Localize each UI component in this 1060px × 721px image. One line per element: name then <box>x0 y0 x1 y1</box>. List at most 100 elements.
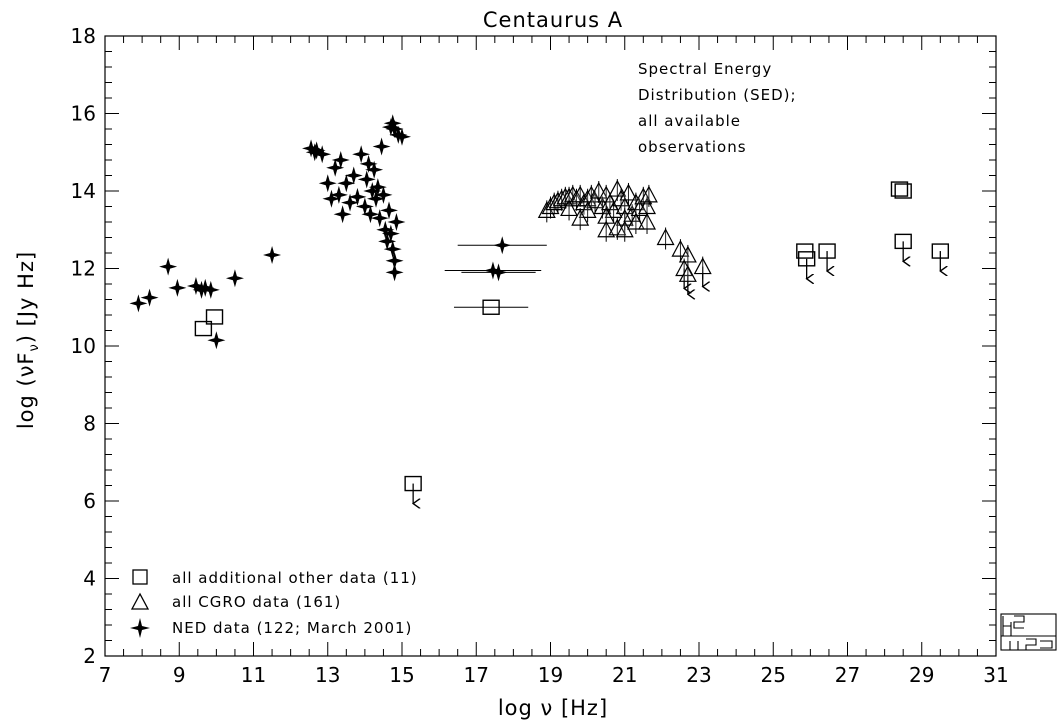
y-tick-label: 6 <box>83 489 96 513</box>
square-marker <box>205 309 224 325</box>
star-marker <box>201 280 220 299</box>
x-tick-label: 17 <box>464 663 489 687</box>
star-marker <box>329 185 348 204</box>
series-ned-data <box>129 114 547 350</box>
star-marker <box>305 143 324 162</box>
star-marker <box>333 205 352 224</box>
square-marker <box>931 243 950 259</box>
triangle-marker <box>615 220 634 238</box>
axis-ticks <box>104 35 997 657</box>
series-cgro-data <box>537 179 712 294</box>
star-marker <box>326 158 345 177</box>
x-tick-label: 9 <box>173 663 186 687</box>
square-marker <box>482 299 500 315</box>
x-tick-label: 15 <box>389 663 414 687</box>
star-marker <box>344 166 363 185</box>
square-marker <box>890 181 909 197</box>
annotation-line-3: all available <box>638 112 741 130</box>
triangle-marker <box>638 212 657 230</box>
star-marker <box>363 182 382 200</box>
star-marker <box>370 209 389 228</box>
star-marker <box>380 201 399 220</box>
plot-frame <box>104 35 997 657</box>
annotation-line-4: observations <box>638 138 747 156</box>
y-tick-labels: 2 4 6 8 10 12 14 16 18 <box>71 24 96 668</box>
star-marker <box>263 245 282 264</box>
star-marker <box>489 263 508 282</box>
star-marker <box>368 178 387 197</box>
triangle-marker <box>571 208 590 226</box>
star-marker <box>365 160 384 179</box>
y-tick-label: 14 <box>71 179 96 203</box>
legend-label-ned: NED data (122; March 2001) <box>172 619 412 637</box>
star-marker <box>313 145 332 164</box>
star-marker <box>359 154 378 173</box>
triangle-marker <box>639 185 658 203</box>
star-marker <box>385 251 404 270</box>
x-tick-label: 27 <box>835 663 860 687</box>
triangle-marker <box>626 212 645 230</box>
star-marker <box>378 232 397 251</box>
legend-label-other: all additional other data (11) <box>172 569 418 587</box>
x-tick-labels: 7 9 11 13 15 17 19 21 23 25 27 29 31 <box>99 663 1009 687</box>
triangle-marker <box>656 228 675 246</box>
star-marker <box>385 263 404 282</box>
legend-square-icon <box>132 569 148 585</box>
star-marker <box>381 224 400 243</box>
annotation-line-1: Spectral Energy <box>638 60 772 78</box>
star-marker <box>367 189 386 208</box>
star-marker <box>196 278 215 297</box>
star-marker <box>372 137 391 156</box>
y-tick-label: 18 <box>71 24 96 48</box>
triangle-marker <box>678 265 697 282</box>
x-tick-label: 31 <box>983 663 1008 687</box>
square-marker <box>404 475 422 492</box>
star-marker <box>140 288 159 307</box>
star-marker <box>159 257 178 276</box>
x-tick-label: 19 <box>538 663 563 687</box>
y-tick-label: 12 <box>71 257 96 281</box>
y-axis-label: log (νFν) [Jy Hz] <box>14 251 42 429</box>
star-marker <box>341 193 360 212</box>
star-marker <box>483 261 502 280</box>
triangle-marker <box>693 257 712 275</box>
star-marker <box>129 294 148 313</box>
star-marker <box>361 205 380 224</box>
legend-label-cgro: all CGRO data (161) <box>172 593 341 611</box>
star-marker <box>376 220 395 239</box>
square-marker <box>894 233 912 250</box>
y-tick-label: 2 <box>83 644 96 668</box>
star-marker <box>337 174 356 193</box>
legend-star-icon <box>130 618 150 638</box>
star-marker <box>207 331 226 350</box>
y-tick-label: 4 <box>83 567 96 591</box>
x-axis-label: log ν [Hz] <box>498 696 608 720</box>
star-marker <box>318 174 337 193</box>
y-tick-label: 8 <box>83 412 96 436</box>
x-tick-label: 23 <box>686 663 711 687</box>
x-tick-label: 21 <box>612 663 637 687</box>
star-marker <box>387 213 406 231</box>
annotation-line-2: Distribution (SED); <box>638 86 797 104</box>
triangle-marker <box>578 201 597 218</box>
star-marker <box>393 127 411 146</box>
series-other-data <box>194 181 950 504</box>
legend: all additional other data (11) all CGRO … <box>130 569 418 638</box>
star-marker <box>381 118 400 137</box>
square-marker <box>796 243 814 259</box>
star-marker <box>383 114 402 133</box>
y-tick-label: 10 <box>71 334 96 358</box>
square-marker <box>194 320 213 337</box>
star-marker <box>355 197 374 216</box>
star-marker <box>374 185 393 204</box>
star-marker <box>348 187 367 206</box>
star-marker <box>192 280 211 299</box>
star-marker <box>322 189 341 208</box>
star-marker <box>493 236 512 255</box>
triangle-marker <box>619 183 638 201</box>
sed-annotation: Spectral Energy Distribution (SED); all … <box>638 60 797 156</box>
star-marker <box>331 151 350 169</box>
triangle-marker <box>678 245 697 263</box>
x-tick-label: 25 <box>761 663 786 687</box>
